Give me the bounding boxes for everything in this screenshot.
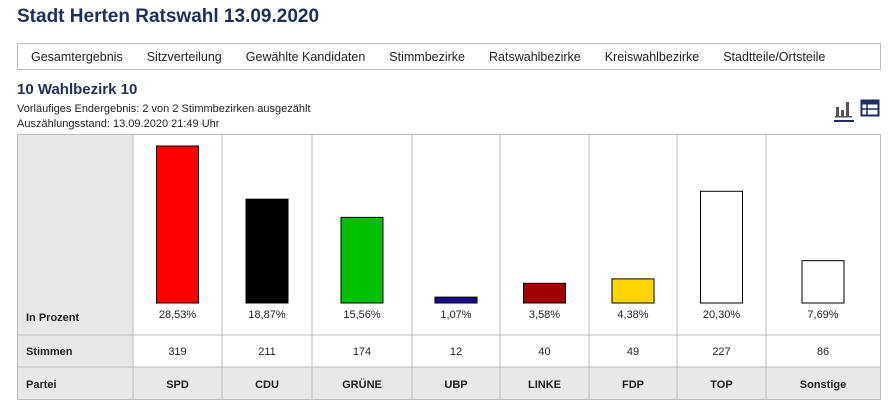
bar-spd	[156, 145, 199, 304]
bar-top	[700, 190, 743, 304]
navigation-tabs: Gesamtergebnis Sitzverteilung Gewählte K…	[17, 43, 881, 70]
percent-label: 28,53%	[159, 309, 197, 321]
bar-grüne	[340, 216, 384, 304]
tab-stimmbezirke[interactable]: Stimmbezirke	[389, 49, 466, 64]
party-label: GRÜNE	[342, 378, 382, 391]
party-label: Sonstige	[800, 379, 846, 391]
table-icon[interactable]	[860, 98, 880, 120]
bar-chart-icon[interactable]	[834, 98, 854, 122]
party-row-label: Partei	[26, 379, 57, 391]
bar-linke	[523, 282, 566, 304]
count-timestamp: Auszählungsstand: 13.09.2020 21:49 Uhr	[17, 118, 220, 130]
results-chart-svg: In Prozent Stimmen Partei 28,53% 319 SPD 18,87…	[18, 135, 880, 399]
page-title: Stadt Herten Ratswahl 13.09.2020	[17, 6, 320, 27]
tab-gesamtergebnis[interactable]: Gesamtergebnis	[31, 49, 123, 64]
votes-row-label: Stimmen	[26, 346, 73, 358]
percent-label: 20,30%	[703, 309, 741, 321]
votes-value: 211	[258, 346, 276, 358]
votes-value: 86	[817, 346, 829, 358]
percent-label: 15,56%	[343, 309, 381, 321]
tab-sitzverteilung[interactable]: Sitzverteilung	[146, 49, 222, 64]
votes-value: 12	[450, 346, 462, 358]
bar-sonstige	[801, 260, 845, 304]
party-row-bg	[133, 367, 880, 399]
district-title: 10 Wahlbezirk 10	[17, 81, 138, 98]
label-column-bg	[18, 135, 133, 399]
view-toggle	[834, 98, 882, 124]
party-label: LINKE	[528, 379, 561, 391]
votes-value: 40	[538, 346, 550, 358]
tab-stadtteile-ortsteile[interactable]: Stadtteile/Ortsteile	[723, 49, 826, 64]
bar-cdu	[245, 198, 289, 304]
bar-ubp	[434, 296, 478, 304]
percent-label: 7,69%	[807, 309, 838, 321]
tab-gewaehlte-kandidaten[interactable]: Gewählte Kandidaten	[245, 49, 366, 64]
percent-label: 18,87%	[248, 309, 286, 321]
bar-fdp	[611, 278, 655, 304]
count-status: Vorläufiges Endergebnis: 2 von 2 Stimmbe…	[17, 103, 311, 115]
percent-label: 1,07%	[440, 309, 471, 321]
party-label: CDU	[255, 379, 279, 391]
tab-kreiswahlbezirke[interactable]: Kreiswahlbezirke	[604, 49, 700, 64]
tab-ratswahlbezirke[interactable]: Ratswahlbezirke	[489, 49, 581, 64]
party-label: FDP	[622, 379, 644, 391]
results-chart: In Prozent Stimmen Partei 28,53% 319 SPD 18,87…	[17, 134, 881, 400]
percent-label: 4,38%	[617, 309, 648, 321]
votes-value: 227	[712, 346, 730, 358]
party-label: TOP	[710, 379, 732, 391]
votes-value: 319	[168, 346, 186, 358]
party-label: SPD	[166, 379, 189, 391]
votes-value: 49	[627, 346, 639, 358]
percent-row-label: In Prozent	[26, 312, 80, 324]
votes-value: 174	[353, 346, 371, 358]
percent-label: 3,58%	[529, 309, 560, 321]
party-label: UBP	[444, 379, 467, 391]
